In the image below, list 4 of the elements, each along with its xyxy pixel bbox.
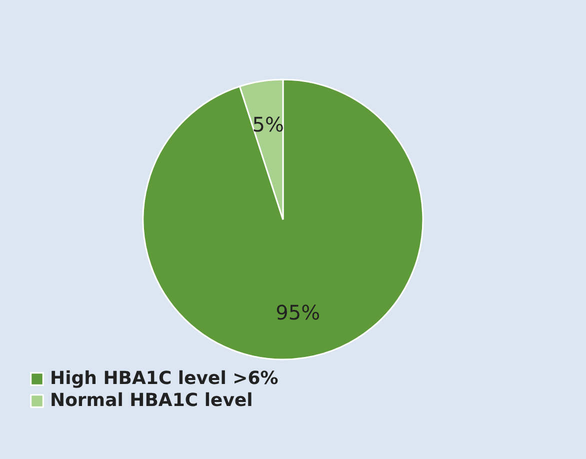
legend-label: High HBA1C level >6% bbox=[50, 368, 278, 389]
legend-label: Normal HBA1C level bbox=[50, 390, 253, 411]
pie-slice bbox=[142, 78, 424, 360]
data-label: 95% bbox=[276, 300, 320, 324]
